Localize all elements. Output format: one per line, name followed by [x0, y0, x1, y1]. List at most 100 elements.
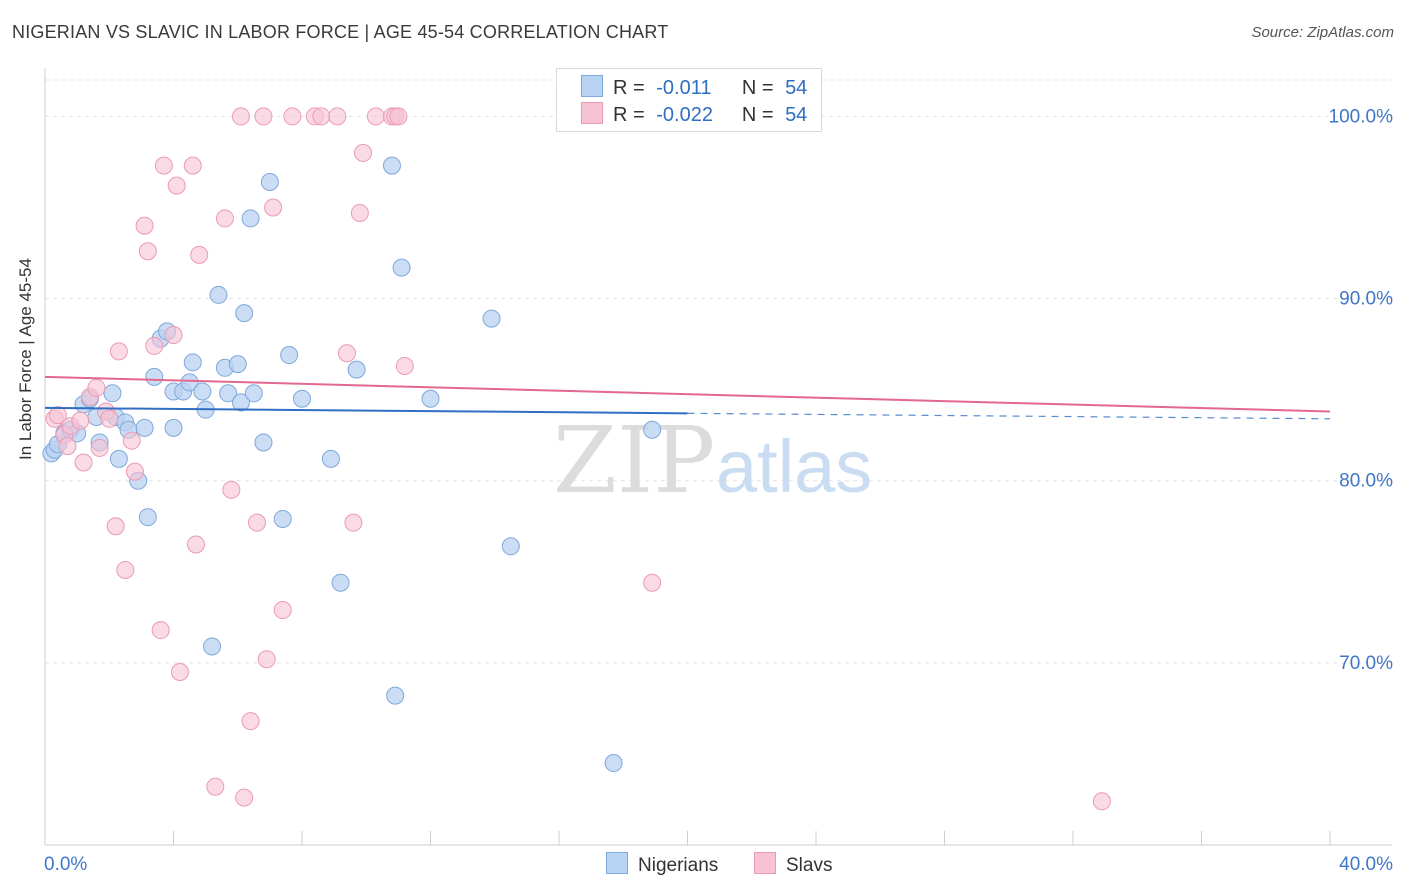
slav-points: [45, 107, 1111, 811]
nigerian-point: [231, 393, 250, 412]
slav-point: [264, 198, 283, 217]
slav-point: [222, 480, 241, 499]
slav-point: [122, 431, 141, 450]
y-tick-label: 90.0%: [1339, 289, 1393, 310]
slav-point: [186, 535, 205, 554]
slav-point: [145, 336, 164, 355]
bottom-legend-nigerians: Nigerians: [606, 852, 718, 877]
slav-point: [248, 513, 267, 532]
slav-point: [312, 107, 331, 126]
slav-point: [151, 621, 170, 640]
slav-point: [106, 517, 125, 536]
grid-lines: [45, 79, 1392, 664]
nigerian-point: [209, 285, 228, 304]
nigerian-trend-extension: [687, 412, 1331, 420]
slav-point: [183, 156, 202, 175]
nigerian-point: [321, 449, 340, 468]
watermark: ZIP atlas: [553, 407, 872, 514]
slav-point: [206, 777, 225, 796]
nigerian-point: [235, 304, 254, 323]
nigerian-point: [103, 384, 122, 403]
slav-point: [58, 437, 77, 456]
nigerian-point: [228, 355, 247, 374]
slav-point: [125, 462, 144, 481]
legend-r-value: -0.011: [656, 77, 712, 99]
nigerian-point: [643, 420, 662, 439]
nigerian-swatch: [606, 852, 628, 874]
y-tick-label: 70.0%: [1339, 653, 1393, 674]
nigerian-point: [135, 418, 154, 437]
nigerian-trend-line: [44, 406, 688, 415]
slav-point: [170, 662, 189, 681]
slav-point: [257, 650, 276, 669]
legend-r-label: R =: [613, 104, 645, 126]
slav-point: [254, 107, 273, 126]
x-tick-label: 0.0%: [44, 854, 87, 875]
trend-lines: [44, 375, 1331, 420]
slav-point: [235, 788, 254, 807]
nigerian-point: [180, 373, 199, 392]
legend-row-slavs: R = -0.022 N = 54: [581, 102, 807, 128]
nigerian-point: [501, 537, 520, 556]
bottom-legend-label: Slavs: [786, 855, 833, 876]
nigerian-point: [241, 209, 260, 228]
slav-point: [395, 356, 414, 375]
slav-point: [138, 242, 157, 261]
slav-point: [74, 453, 93, 472]
watermark-zip: ZIP: [553, 407, 715, 514]
nigerian-point: [273, 509, 292, 528]
slav-point: [350, 203, 369, 222]
nigerian-point: [244, 384, 263, 403]
slav-point: [283, 107, 302, 126]
nigerian-point: [138, 508, 157, 527]
slav-point: [366, 107, 385, 126]
x-tick-label: 40.0%: [1339, 854, 1393, 875]
nigerian-point: [254, 433, 273, 452]
slav-swatch: [754, 852, 776, 874]
legend-r-label: R =: [613, 77, 645, 99]
nigerian-point: [293, 389, 311, 408]
nigerian-point: [482, 309, 501, 328]
nigerian-point: [604, 754, 623, 773]
chart-title: NIGERIAN VS SLAVIC IN LABOR FORCE | AGE …: [12, 22, 669, 42]
legend-n-label: N =: [741, 104, 774, 126]
nigerian-point: [280, 346, 299, 365]
legend-r-value: -0.022: [656, 104, 713, 126]
slav-point: [215, 209, 234, 228]
nigerian-point: [164, 418, 183, 437]
nigerian-point: [386, 686, 405, 705]
source-label: Source: ZipAtlas.com: [1251, 24, 1394, 41]
slav-point: [71, 411, 90, 430]
nigerian-point: [183, 353, 202, 372]
legend-n-value: 54: [785, 77, 808, 99]
slav-point: [154, 156, 173, 175]
nigerian-point: [331, 573, 350, 592]
slav-point: [135, 216, 154, 235]
slav-point: [328, 107, 347, 126]
nigerian-point: [109, 449, 128, 468]
slav-point: [241, 712, 260, 731]
nigerian-point: [203, 637, 222, 656]
slav-point: [190, 245, 209, 264]
y-tick-label: 100.0%: [1329, 106, 1394, 127]
nigerian-point: [421, 389, 440, 408]
slav-trend-line: [44, 375, 1331, 413]
slav-point: [389, 107, 408, 126]
nigerian-swatch: [581, 75, 603, 97]
slav-point: [116, 560, 135, 579]
legend-row-nigerians: R = -0.011 N = 54: [581, 75, 807, 101]
nigerian-point: [193, 382, 212, 401]
slav-point: [273, 601, 292, 620]
slav-point: [344, 513, 363, 532]
nigerian-point: [382, 156, 401, 175]
slav-point: [167, 176, 186, 195]
slav-point: [87, 378, 106, 397]
nigerian-point: [219, 384, 238, 403]
correlation-legend: R = -0.011 N = 54 R = -0.022 N = 54: [556, 68, 822, 132]
slav-point: [354, 143, 373, 162]
tick-labels: 100.0% 90.0% 80.0% 70.0% 0.0% 40.0%: [44, 106, 1393, 875]
nigerian-point: [392, 258, 411, 277]
nigerian-point: [347, 360, 366, 379]
slav-point: [109, 342, 128, 361]
